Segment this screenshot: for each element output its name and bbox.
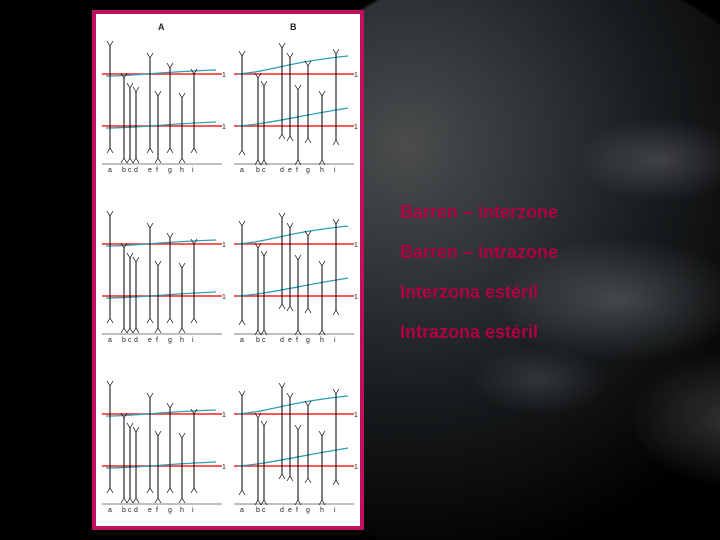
svg-text:c: c	[128, 337, 132, 344]
svg-text:c: c	[262, 337, 266, 344]
svg-text:f: f	[156, 167, 158, 174]
diagram-inner: abcdefghi11Aabcdefghi11Babcdefghi11abcde…	[96, 14, 360, 526]
panel-B: a bc def g h i 1 1	[228, 358, 360, 518]
svg-text:h: h	[180, 337, 184, 344]
svg-text:a: a	[240, 337, 244, 344]
svg-text:i: i	[334, 507, 336, 514]
svg-text:1: 1	[354, 412, 358, 419]
svg-text:B: B	[290, 22, 297, 32]
svg-text:f: f	[156, 507, 158, 514]
svg-text:d: d	[280, 507, 284, 514]
svg-text:e: e	[288, 507, 292, 514]
panel-B: a bc def g h i 1 1 B	[228, 18, 360, 178]
svg-text:c: c	[128, 167, 132, 174]
svg-text:i: i	[192, 507, 194, 514]
panel-A: a bcd ef g h i 1 1	[96, 358, 228, 518]
svg-text:1: 1	[354, 124, 358, 131]
term-4: Intrazona estéril	[400, 312, 558, 352]
svg-text:f: f	[156, 337, 158, 344]
svg-text:a: a	[108, 337, 112, 344]
svg-text:i: i	[334, 337, 336, 344]
svg-text:e: e	[288, 337, 292, 344]
svg-text:g: g	[306, 167, 310, 174]
svg-text:b: b	[122, 337, 126, 344]
svg-text:1: 1	[354, 294, 358, 301]
svg-text:A: A	[158, 22, 165, 32]
svg-text:f: f	[296, 337, 298, 344]
svg-text:h: h	[320, 167, 324, 174]
term-1: Barren – interzone	[400, 192, 558, 232]
svg-text:b: b	[256, 167, 260, 174]
svg-text:e: e	[148, 337, 152, 344]
svg-text:i: i	[192, 167, 194, 174]
panel-B: a bc def g h i 1 1	[228, 188, 360, 348]
svg-text:h: h	[180, 507, 184, 514]
svg-text:e: e	[148, 167, 152, 174]
svg-text:d: d	[280, 167, 284, 174]
svg-text:a: a	[108, 167, 112, 174]
diagram-row-3: abcdefghi11abcdefghi11	[96, 354, 360, 528]
svg-text:f: f	[296, 167, 298, 174]
svg-text:c: c	[128, 507, 132, 514]
svg-text:h: h	[180, 167, 184, 174]
svg-text:1: 1	[222, 124, 226, 131]
term-3: Interzona estéril	[400, 272, 558, 312]
term-2: Barren – intrazone	[400, 232, 558, 272]
svg-text:1: 1	[222, 464, 226, 471]
svg-text:i: i	[192, 337, 194, 344]
panel-A: a bcd ef g h i 1 1	[96, 188, 228, 348]
svg-text:d: d	[134, 167, 138, 174]
svg-text:1: 1	[222, 72, 226, 79]
svg-text:1: 1	[222, 412, 226, 419]
svg-text:e: e	[148, 507, 152, 514]
svg-text:a: a	[240, 507, 244, 514]
svg-text:d: d	[134, 507, 138, 514]
svg-text:b: b	[122, 167, 126, 174]
svg-text:c: c	[262, 507, 266, 514]
svg-text:i: i	[334, 167, 336, 174]
svg-text:e: e	[288, 167, 292, 174]
diagram-row-1: abcdefghi11Aabcdefghi11B	[96, 14, 360, 188]
svg-text:f: f	[296, 507, 298, 514]
svg-text:a: a	[240, 167, 244, 174]
svg-text:d: d	[134, 337, 138, 344]
svg-text:h: h	[320, 337, 324, 344]
svg-text:g: g	[168, 167, 172, 174]
svg-text:b: b	[256, 337, 260, 344]
svg-text:1: 1	[222, 242, 226, 249]
svg-text:b: b	[256, 507, 260, 514]
svg-text:a: a	[108, 507, 112, 514]
svg-text:g: g	[306, 337, 310, 344]
panel-A: a bcd ef g h i 1 1 A	[96, 18, 228, 178]
svg-text:g: g	[168, 507, 172, 514]
svg-text:g: g	[306, 507, 310, 514]
svg-text:d: d	[280, 337, 284, 344]
svg-text:c: c	[262, 167, 266, 174]
diagram-row-2: abcdefghi11abcdefghi11	[96, 184, 360, 358]
svg-text:1: 1	[354, 242, 358, 249]
svg-text:g: g	[168, 337, 172, 344]
term-list: Barren – interzoneBarren – intrazoneInte…	[400, 192, 558, 352]
svg-text:1: 1	[354, 72, 358, 79]
svg-text:1: 1	[222, 294, 226, 301]
diagram-frame: abcdefghi11Aabcdefghi11Babcdefghi11abcde…	[92, 10, 364, 530]
svg-text:1: 1	[354, 464, 358, 471]
svg-text:h: h	[320, 507, 324, 514]
svg-text:b: b	[122, 507, 126, 514]
